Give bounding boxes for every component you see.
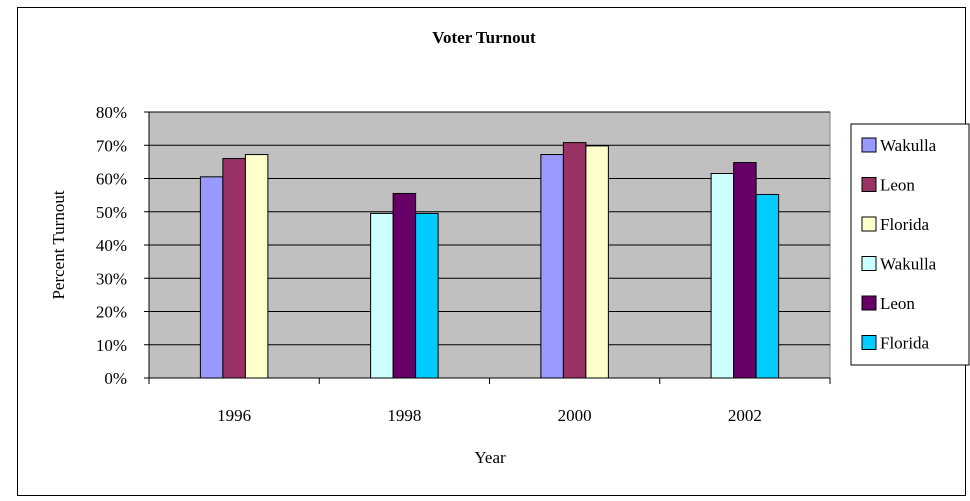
y-tick-label: 0% xyxy=(104,369,127,388)
legend-box xyxy=(850,123,970,366)
legend-swatch xyxy=(861,216,877,232)
bar xyxy=(415,212,439,379)
legend-label: Wakulla xyxy=(880,255,937,274)
y-tick-label: 60% xyxy=(96,170,127,189)
x-tick-label: 1998 xyxy=(387,406,421,425)
legend-label: Wakulla xyxy=(880,136,937,155)
bar xyxy=(540,154,564,379)
legend-label: Florida xyxy=(880,334,930,353)
chart-title: Voter Turnout xyxy=(432,28,536,47)
y-tick-label: 10% xyxy=(96,336,127,355)
axes xyxy=(144,111,831,384)
x-tick-label: 2002 xyxy=(728,406,762,425)
y-tick-label: 50% xyxy=(96,203,127,222)
legend: Wakulla Leon Florida Wakulla Leon Florida xyxy=(850,123,970,366)
bar xyxy=(755,193,780,379)
bar xyxy=(244,154,269,379)
bar xyxy=(392,192,417,379)
bar xyxy=(710,173,735,379)
y-tick-label: 80% xyxy=(96,103,127,122)
bar xyxy=(585,145,609,379)
legend-label: Florida xyxy=(880,215,930,234)
y-tick-labels: 0% 10% 20% 30% 40% 50% 60% 70% 80% xyxy=(96,103,127,388)
legend-swatch xyxy=(861,137,877,153)
x-tick-labels: 1996 1998 2000 2002 xyxy=(217,406,762,425)
y-axis-label: Percent Turnout xyxy=(49,190,68,299)
y-tick-label: 70% xyxy=(96,136,127,155)
legend-swatch xyxy=(861,256,877,271)
x-tick-label: 1996 xyxy=(217,406,251,425)
legend-swatch xyxy=(861,335,877,350)
legend-label: Leon xyxy=(880,176,915,195)
bar xyxy=(199,176,224,379)
bars xyxy=(199,142,780,379)
y-tick-label: 40% xyxy=(96,236,127,255)
y-tick-label: 20% xyxy=(96,303,127,322)
x-tick-label: 2000 xyxy=(558,406,592,425)
legend-swatch xyxy=(861,295,877,311)
x-axis-label: Year xyxy=(474,448,506,467)
bar xyxy=(370,212,394,379)
y-tick-label: 30% xyxy=(96,269,127,288)
bar xyxy=(562,142,587,379)
legend-swatch xyxy=(861,177,877,192)
bar xyxy=(222,158,246,379)
legend-label: Leon xyxy=(880,294,915,313)
bar xyxy=(733,162,757,379)
